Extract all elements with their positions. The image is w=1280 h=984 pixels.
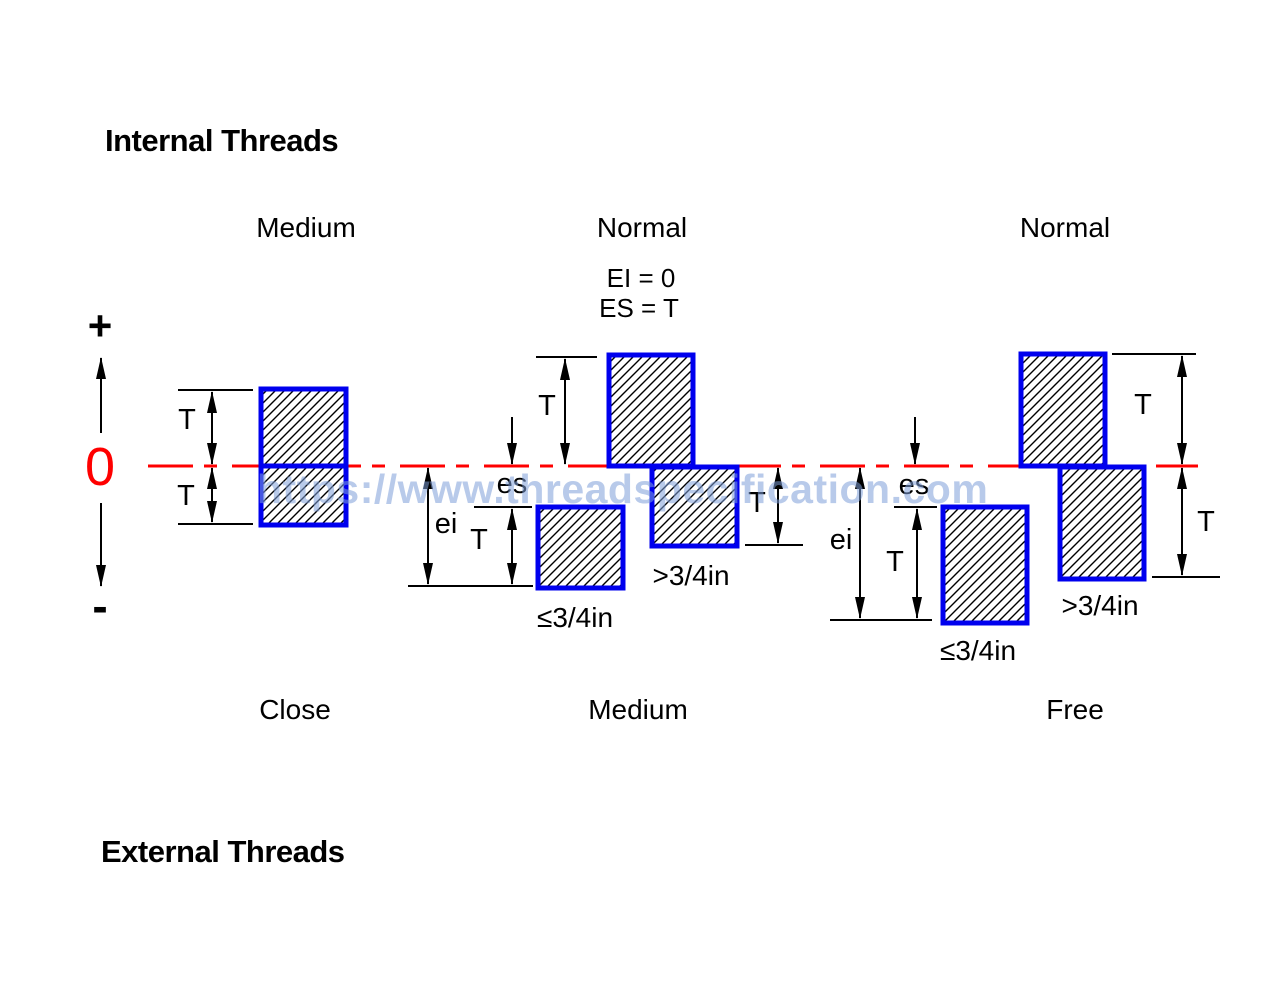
ei-label-free: ei (829, 524, 853, 556)
medium-fit-group (408, 352, 803, 591)
top-label-close-group: Medium (256, 212, 356, 243)
es-label-medium: es (496, 468, 528, 500)
t-upper-label-close: T (178, 404, 196, 436)
t-lower-label-close: T (177, 480, 195, 512)
external-tolerance-zone-small (535, 504, 626, 591)
internal-threads-title: Internal Threads (105, 123, 339, 158)
axis-zero-label: 0 (84, 437, 116, 497)
deviation-note-es: ES = T (599, 293, 679, 323)
top-label-free-group: Normal (1019, 212, 1111, 243)
es-label-free: es (898, 469, 930, 501)
t-large-label-medium: T (748, 487, 766, 519)
internal-tolerance-zone (606, 352, 696, 469)
internal-tolerance-zone (1018, 351, 1108, 469)
external-tolerance-zone-small (940, 504, 1030, 626)
external-tolerance-zone-large (1057, 464, 1147, 582)
t-internal-label-medium: T (538, 390, 556, 422)
size-le34-label-free: ≤3/4in (939, 635, 1017, 666)
ei-label-medium: ei (434, 508, 458, 540)
axis-plus-label: + (87, 302, 113, 349)
free-fit-group (830, 351, 1220, 626)
t-large-label-free: T (1197, 506, 1215, 538)
site-watermark: https://www.threadspecification.com (257, 466, 989, 512)
top-label-medium-group: Normal (596, 212, 688, 243)
external-threads-title: External Threads (101, 834, 345, 869)
size-gt34-label-free: >3/4in (1061, 590, 1139, 621)
external-tolerance-zone (258, 463, 349, 528)
axis-minus-label: - (92, 580, 108, 632)
size-le34-label-medium: ≤3/4in (536, 602, 614, 633)
deviation-note-ei: EI = 0 (606, 263, 676, 293)
t-internal-label-free: T (1134, 389, 1152, 421)
size-gt34-label-medium: >3/4in (652, 560, 730, 591)
internal-tolerance-zone (258, 386, 349, 469)
t-external-label-free: T (886, 546, 904, 578)
t-external-label-medium: T (470, 524, 488, 556)
bottom-label-close: Close (259, 694, 331, 725)
external-tolerance-zone-large (649, 464, 740, 549)
bottom-label-free: Free (1046, 694, 1104, 725)
bottom-label-medium: Medium (588, 694, 688, 725)
close-fit-group (178, 386, 349, 528)
